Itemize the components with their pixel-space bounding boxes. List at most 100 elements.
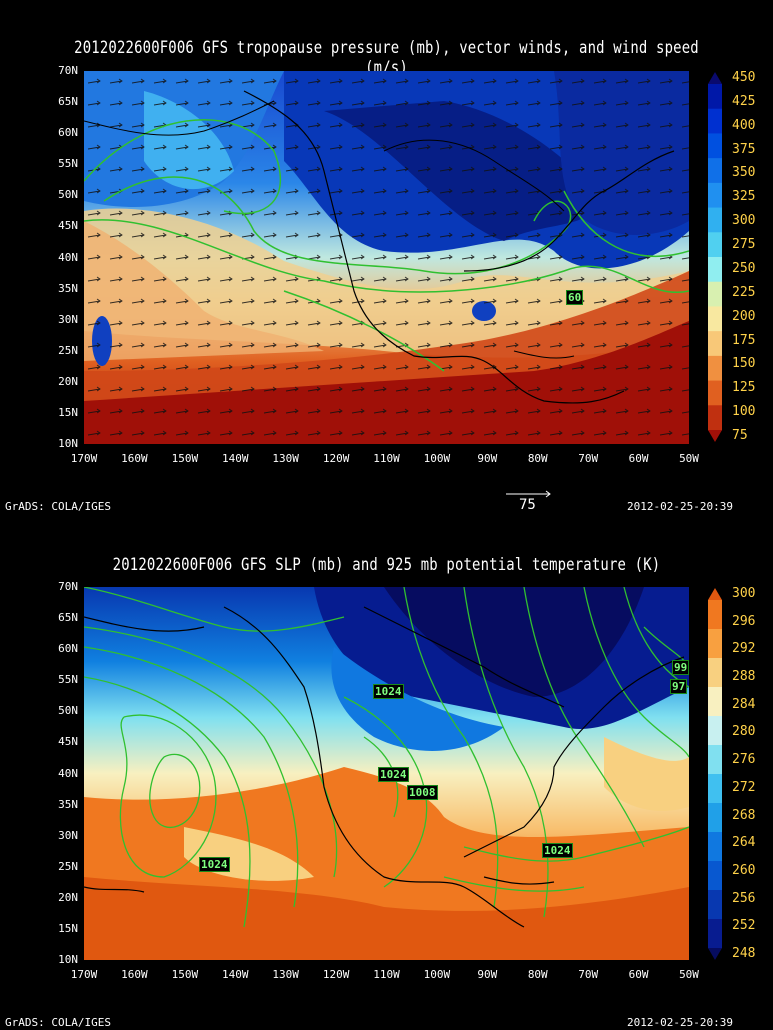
panel1-lon-label: 90W — [477, 452, 498, 465]
panel1-lat-label: 25N — [58, 343, 78, 357]
panel2-colorbar-swatch — [708, 600, 722, 630]
panel2-colorbar-label: 272 — [732, 779, 756, 795]
panel2-colorbar-label: 284 — [732, 696, 756, 712]
panel2-colorbar-label: 276 — [732, 752, 756, 768]
panel2-contour-label-4: 1024 — [199, 857, 230, 872]
panel2-lon-label: 140W — [222, 968, 249, 981]
panel2-lat-label: 15N — [58, 921, 78, 935]
panel1-lat-label: 10N — [58, 437, 78, 450]
panel1-lon-label: 140W — [222, 452, 249, 465]
panel1-lon-label: 60W — [628, 452, 649, 465]
panel1-colorbar-swatch — [708, 281, 722, 307]
panel1-colorbar-swatch — [708, 405, 722, 431]
panel2-lat-label: 35N — [58, 797, 78, 811]
panel2-lat-label: 25N — [58, 859, 78, 873]
panel1-colorbar-label: 400 — [732, 117, 756, 133]
panel2-lat-label: 10N — [58, 953, 78, 966]
panel1-lon-label: 80W — [527, 452, 548, 465]
panel1-lat-label: 65N — [58, 95, 78, 109]
panel1-colorbar-swatch — [708, 380, 722, 406]
panel1-colorbar-swatch — [708, 306, 722, 332]
panel2-lon-label: 130W — [272, 968, 299, 981]
panel1-colorbar-swatch — [708, 355, 722, 382]
panel2-colorbar-label: 292 — [732, 641, 756, 657]
panel1-colorbar-label: 275 — [732, 237, 756, 253]
panel1-lon-label: 130W — [272, 452, 299, 465]
panel2-contour-label-3: 1008 — [407, 785, 438, 800]
panel2-contour-label-1: 1024 — [373, 684, 404, 699]
panel2-lon-label: 80W — [527, 968, 548, 981]
panel2-colorbar-swatch — [708, 890, 722, 920]
panel1-colorbar-swatch — [708, 207, 722, 233]
panel2-colorbar-swatch — [708, 861, 722, 891]
panel2-lon-label: 120W — [322, 968, 350, 981]
panel1-colorbar-swatch — [708, 158, 722, 184]
panel1-colorbar-swatch — [708, 84, 722, 110]
panel2-colorbar-swatch — [708, 687, 722, 717]
panel2-colorbar-label: 296 — [732, 613, 756, 629]
panel1-colorbar-label: 175 — [732, 332, 756, 348]
panel2-colorbar-swatch — [708, 832, 722, 862]
panel1-footer-source: GrADS: COLA/IGES — [5, 500, 111, 513]
panel1-colorbar-label: 150 — [732, 356, 756, 372]
panel1-colorbar-label: 200 — [732, 308, 756, 324]
panel2-contour-label-2: 1024 — [378, 767, 409, 782]
panel2-colorbar-label: 288 — [732, 669, 756, 685]
panel2-map[interactable]: 1024 1024 1008 1024 1024 99 97 — [84, 587, 689, 960]
panel1-colorbar-label: 100 — [732, 404, 756, 420]
panel1-map[interactable]: 60 — [84, 71, 689, 444]
panel2-lat-label: 60N — [58, 642, 78, 656]
panel1-lat-label: 15N — [58, 405, 78, 419]
panel2-colorbar-label: 248 — [732, 946, 756, 961]
panel1-lat-label: 20N — [58, 374, 78, 388]
panel1-lon-label: 170W — [70, 452, 98, 465]
panel1-colorbar-swatch — [708, 232, 722, 258]
panel2-lon-label: 100W — [423, 968, 451, 981]
panel2-lat-label: 40N — [58, 766, 78, 780]
panel2-colorbar-swatch — [708, 658, 722, 688]
panel2-footer-source: GrADS: COLA/IGES — [5, 1016, 111, 1029]
panel2-colorbar-swatch — [708, 803, 722, 833]
panel2-colorbar-swatch — [708, 629, 722, 659]
vector-reference-label: 75 — [519, 497, 536, 513]
panel1-colorbar-swatch — [708, 331, 722, 357]
panel2-lat-label: 45N — [58, 735, 78, 749]
panel2-contour-label-7: 97 — [670, 679, 688, 694]
panel1-colorbar-swatch — [708, 133, 722, 159]
panel2-colorbar-label: 256 — [732, 890, 756, 906]
panel1-lat-label: 35N — [58, 281, 78, 295]
panel2-colorbar-label: 252 — [732, 918, 756, 934]
panel2-lon-label: 90W — [477, 968, 498, 981]
panel1-colorbar-label: 375 — [732, 141, 756, 157]
panel2-lat-label: 50N — [58, 704, 78, 718]
panel1-lat-label: 40N — [58, 250, 78, 264]
panel1-lat-label: 60N — [58, 126, 78, 140]
panel1-lat-label: 50N — [58, 188, 78, 202]
panel1-lat-label: 45N — [58, 219, 78, 233]
panel1-colorbar-swatch — [708, 430, 722, 442]
panel1-contour-label: 60 — [566, 290, 584, 305]
panel1-colorbar-label: 75 — [732, 428, 748, 443]
panel2-lat-label: 65N — [58, 611, 78, 625]
panel1-colorbar-label: 250 — [732, 260, 756, 276]
panel1-colorbar-label: 425 — [732, 93, 756, 109]
panel2-lat-label: 70N — [58, 580, 78, 593]
panel1-colorbar-label: 325 — [732, 189, 756, 205]
panel2-lon-label: 50W — [679, 968, 699, 981]
panel1-colorbar-label: 350 — [732, 165, 756, 181]
panel2-lat-label: 55N — [58, 673, 78, 687]
panel1-lat-label: 55N — [58, 157, 78, 171]
panel1-colorbar-swatch — [708, 108, 722, 134]
panel2-contour-label-6: 99 — [672, 660, 689, 675]
panel2-colorbar-label: 260 — [732, 862, 756, 878]
panel1-footer-timestamp: 2012-02-25-20:39 — [627, 500, 733, 513]
panel2-lon-label: 170W — [70, 968, 98, 981]
panel1-colorbar-swatch — [708, 182, 722, 209]
vector-reference-arrow — [506, 484, 556, 503]
panel2-colorbar-label: 264 — [732, 835, 756, 851]
panel2-lon-label: 160W — [121, 968, 148, 981]
panel2-contour-label-5: 1024 — [542, 843, 573, 858]
panel2-colorbar — [708, 588, 722, 960]
panel1-lon-label: 110W — [373, 452, 400, 465]
panel2-lon-label: 60W — [628, 968, 649, 981]
